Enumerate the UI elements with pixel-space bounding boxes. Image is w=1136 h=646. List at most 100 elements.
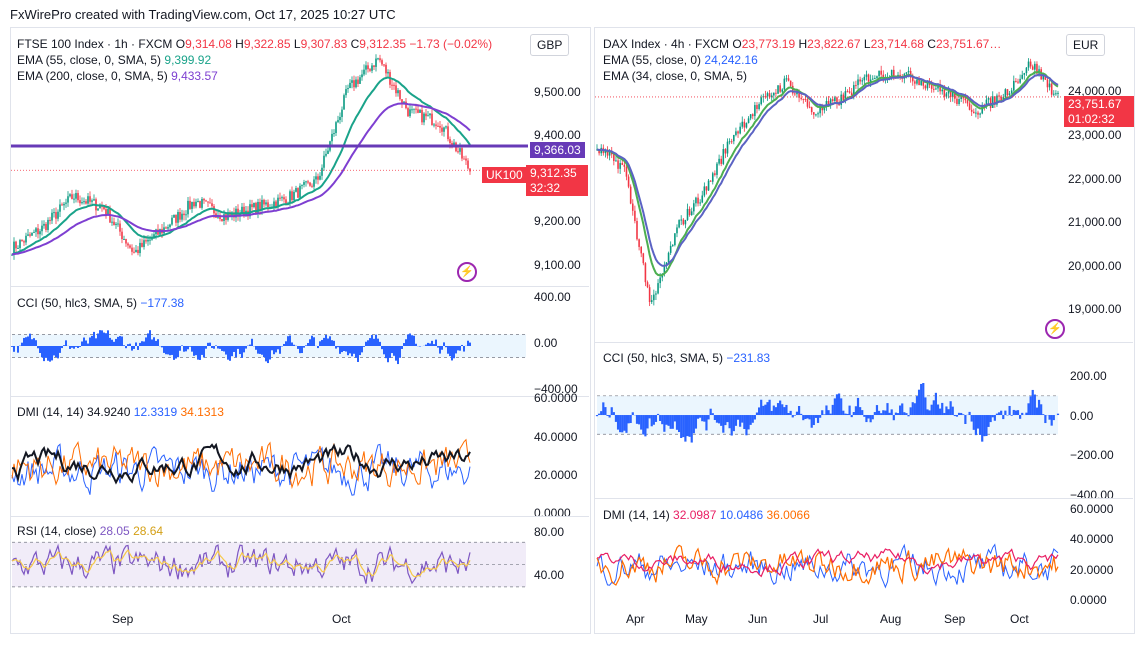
dax-candle [1017,81,1019,83]
dax-candle [775,92,777,94]
ftse-candle [257,201,259,214]
ftse-candle [347,87,349,90]
ftse-candle [133,251,135,253]
dax-candle [741,121,744,127]
dax-candle [674,233,676,246]
dax-candle [1006,89,1009,96]
dax-candle [789,80,792,86]
dax-candle [956,98,958,105]
ftse-symbol-tag: UK100 [482,167,527,183]
dax-candle [623,164,626,167]
ftse-candle [165,227,167,229]
ftse-candle [415,108,417,110]
dax-candle [722,149,725,164]
ftse-candle [377,58,379,60]
dax-candle [960,96,962,100]
ftse-candle [301,184,303,186]
dax-open: 23,773.19 [741,37,796,51]
ftse-candle [331,133,333,142]
ftse-pane-divider[interactable] [11,286,589,287]
ftse-candle [87,196,89,204]
ftse-candle [279,197,281,199]
dax-candle [615,160,617,162]
ftse-candle [289,191,291,203]
dax-candle [608,151,611,156]
dax-candle [840,94,842,106]
ftse-candle [467,160,469,169]
ftse-rsi-tick: 40.00 [534,568,565,582]
ftse-candle [219,215,221,220]
dax-currency-button[interactable]: EUR [1066,34,1106,56]
ftse-candle [153,234,155,239]
dax-candle [817,113,819,115]
ftse-candle [341,109,343,117]
ftse-candle [27,234,29,236]
dax-candle [730,141,733,143]
ftse-candle [151,238,153,240]
ftse-candle [103,206,105,210]
dax-ema55-label: EMA (55, close, 0) [603,53,702,67]
ftse-price-tag: 9,312.35 [526,165,588,181]
alert-icon[interactable]: ⚡ [457,262,477,282]
ftse-candle [199,201,201,208]
dax-pane-divider[interactable] [595,342,1133,343]
dax-candle [667,252,670,263]
ftse-rsi-band [12,542,526,587]
dax-dmi-v1: 32.0987 [673,508,717,522]
dax-candle [808,106,811,108]
dax-candle [606,149,609,156]
ftse-candle [143,240,145,247]
dax-candle [1029,61,1032,67]
dax-panel[interactable] [594,27,1135,634]
dax-candle [1057,92,1059,94]
alert-icon[interactable]: ⚡ [1045,319,1065,339]
dax-candle [1052,93,1055,95]
dax-candle [663,265,666,274]
ftse-currency-button[interactable]: GBP [530,34,570,56]
dax-candle [631,203,634,211]
dax-candle [1019,78,1021,83]
dax-price-tick: 22,000.00 [1068,172,1122,186]
dax-candle [825,100,828,107]
ftse-candle [77,193,79,201]
dax-low: 23,714.68 [870,37,924,51]
ftse-cci-tick: 400.00 [534,290,571,304]
ftse-candle [311,185,313,187]
ftse-candle [11,254,13,256]
ftse-ema200-value: 9,433.57 [171,69,218,83]
ftse-panel[interactable] [10,27,591,634]
dax-candle [926,82,929,89]
ftse-candle [175,214,177,223]
ftse-candle [141,242,143,247]
dax-candle [625,166,628,177]
ftse-pane-divider[interactable] [11,516,589,517]
ftse-candle [129,245,131,248]
ftse-candle [375,58,377,67]
ftse-candle [463,158,465,160]
ftse-candle [433,124,435,126]
dax-candle [813,112,815,115]
dax-candle [893,69,895,78]
ftse-adx-line [11,442,471,485]
ftse-pane-divider[interactable] [11,396,589,397]
dax-candle [695,197,697,204]
dax-dmi-tick: 0.0000 [1070,593,1107,607]
dax-candle [964,98,967,101]
ftse-candle [441,127,443,132]
ftse-candle [113,221,115,225]
dax-candle [1044,75,1047,80]
dax-pane-divider[interactable] [595,498,1133,499]
dax-candle [859,79,861,82]
dax-candle [949,91,952,98]
dax-candle [733,134,735,142]
ftse-candle [443,127,445,132]
ftse-candle [395,85,397,94]
ftse-candle [361,74,363,78]
dax-time-tick: May [685,612,708,626]
dax-candle [728,141,731,143]
ftse-candle [53,212,55,214]
dax-candle [869,79,872,82]
ftse-candle [337,120,339,123]
dax-candle [998,95,1000,97]
